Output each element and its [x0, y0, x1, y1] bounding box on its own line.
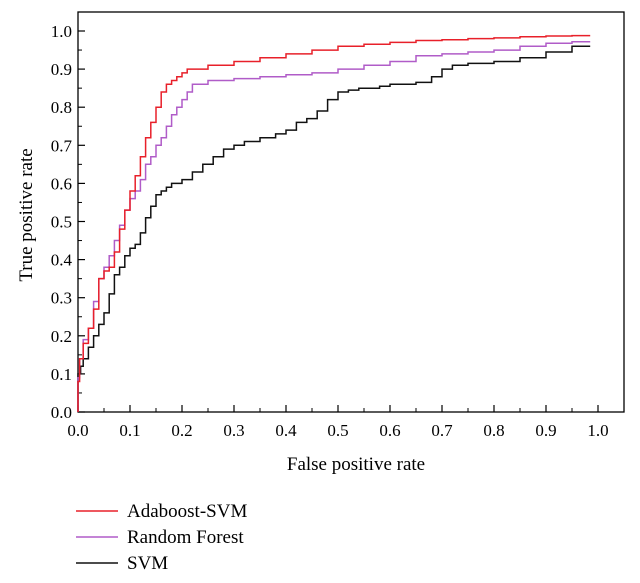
y-tick-label: 0.9 — [51, 60, 72, 79]
y-tick-label: 0.4 — [51, 251, 73, 270]
x-tick-label: 0.1 — [119, 421, 140, 440]
series-line-random-forest — [77, 40, 591, 412]
y-tick-label: 0.3 — [51, 289, 72, 308]
legend-label: Random Forest — [127, 527, 244, 548]
x-tick-label: 0.8 — [483, 421, 504, 440]
x-tick-label: 0.9 — [535, 421, 556, 440]
axes: 0.0 0.1 0.2 0.3 0.4 0.5 0.6 0.7 0.8 0.9 1.0 0.0 0.1 0… — [51, 11, 625, 440]
y-tick-label: 0.5 — [51, 213, 72, 232]
x-axis-label: False positive rate — [287, 454, 425, 475]
x-tick-label: 0.0 — [67, 421, 88, 440]
y-tick-label: 0.2 — [51, 327, 72, 346]
y-tick-label: 0.6 — [51, 174, 72, 193]
x-tick-label: 0.2 — [171, 421, 192, 440]
x-tick-label: 0.6 — [379, 421, 400, 440]
x-tick-label: 0.7 — [431, 421, 453, 440]
y-tick-label: 0.8 — [51, 98, 72, 117]
x-tick-label: 0.3 — [223, 421, 244, 440]
x-tick-label: 1.0 — [587, 421, 608, 440]
series-line-svm — [77, 45, 591, 412]
x-tick-label: 0.4 — [275, 421, 297, 440]
y-tick-label: 0.1 — [51, 365, 72, 384]
series-lines — [77, 34, 591, 412]
y-axis-label: True positive rate — [16, 148, 37, 281]
legend: Adaboost-SVM Random Forest SVM — [76, 501, 247, 574]
y-tick-label: 0.0 — [51, 403, 72, 422]
y-tick-label: 0.7 — [51, 136, 73, 155]
plot-frame — [77, 11, 625, 413]
x-tick-label: 0.5 — [327, 421, 348, 440]
series-line-adaboost-svm — [77, 34, 591, 412]
legend-label: SVM — [127, 553, 168, 574]
y-tick-label: 1.0 — [51, 22, 72, 41]
legend-label: Adaboost-SVM — [127, 501, 247, 522]
